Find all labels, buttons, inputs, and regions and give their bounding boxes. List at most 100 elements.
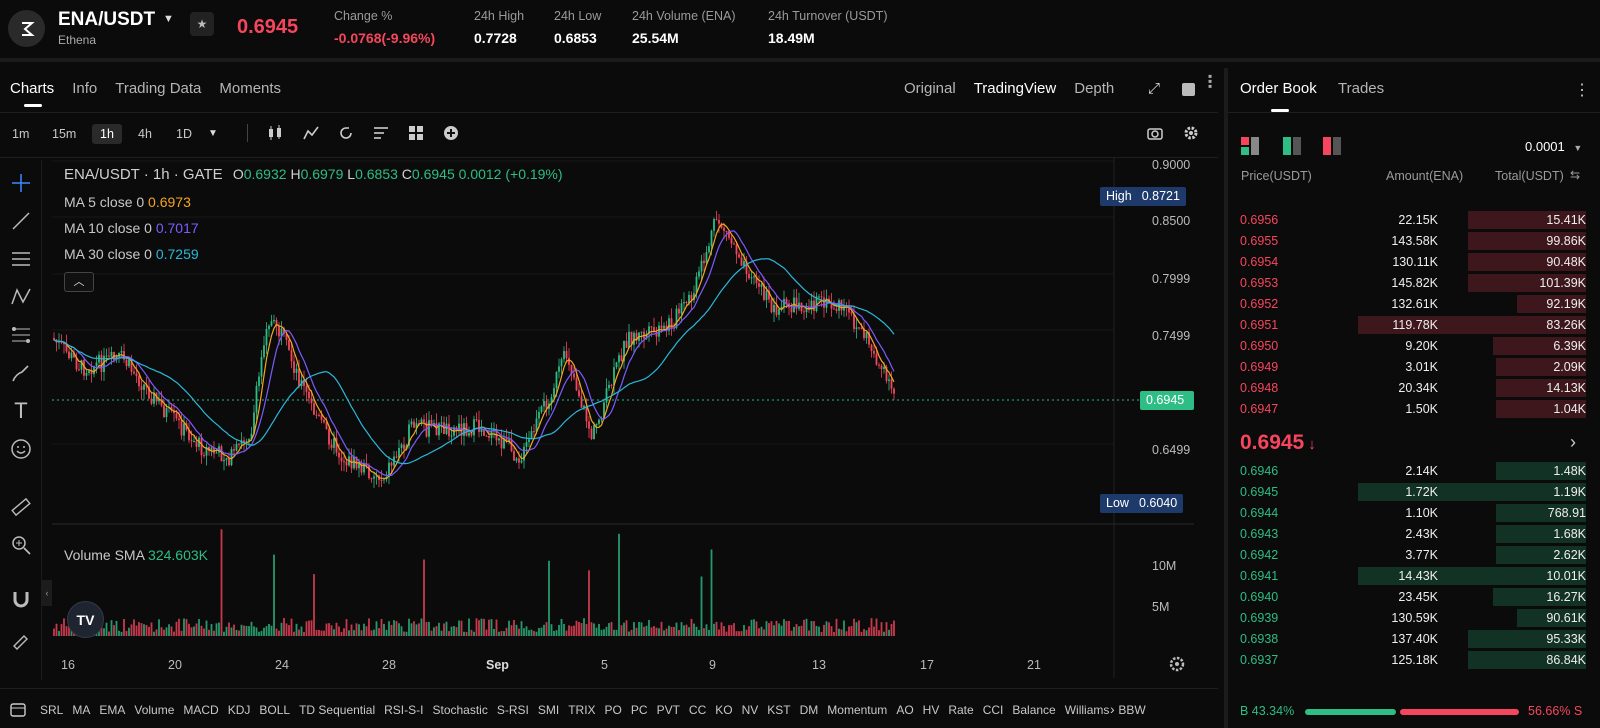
- horizontal-lines-icon[interactable]: [8, 246, 34, 272]
- tab-tradingview[interactable]: TradingView: [973, 80, 1057, 97]
- layout-grid-icon[interactable]: [406, 124, 426, 142]
- indicator-item[interactable]: PC: [630, 703, 648, 717]
- settings-gear-icon[interactable]: [1181, 124, 1201, 142]
- bid-row[interactable]: 0.6946 2.14K 1.48K: [1240, 461, 1586, 481]
- indicators-icon[interactable]: [301, 124, 321, 142]
- camera-icon[interactable]: [1145, 124, 1165, 142]
- panel-menu-icon[interactable]: ▪ ▪ ▪: [1208, 69, 1213, 93]
- ask-row[interactable]: 0.6950 9.20K 6.39K: [1240, 336, 1586, 356]
- ask-row[interactable]: 0.6954 130.11K 90.48K: [1240, 252, 1586, 272]
- magnet-icon[interactable]: [8, 586, 34, 612]
- bid-row[interactable]: 0.6941 14.43K 10.01K: [1240, 566, 1586, 586]
- tab-trading-data[interactable]: Trading Data: [115, 80, 202, 97]
- ask-row[interactable]: 0.6953 145.82K 101.39K: [1240, 273, 1586, 293]
- chevron-right-icon[interactable]: ›: [1570, 432, 1576, 452]
- tf-1m[interactable]: 1m: [12, 127, 30, 141]
- tf-4h[interactable]: 4h: [138, 127, 152, 141]
- indicator-scroll-right-icon[interactable]: ›: [1110, 701, 1115, 717]
- indicator-item[interactable]: PVT: [656, 703, 680, 717]
- lock-drawing-icon[interactable]: [8, 626, 34, 652]
- indicator-item[interactable]: HV: [922, 703, 940, 717]
- indicator-item[interactable]: Williams: [1064, 703, 1110, 717]
- pair-dropdown-icon[interactable]: ▼: [163, 13, 174, 25]
- indicator-item[interactable]: S-RSI: [496, 703, 529, 717]
- bid-row[interactable]: 0.6939 130.59K 90.61K: [1240, 608, 1586, 628]
- crosshair-icon[interactable]: [8, 170, 34, 196]
- tab-charts[interactable]: Charts: [10, 80, 55, 107]
- replay-icon[interactable]: [336, 124, 356, 142]
- book-both-icon[interactable]: [1241, 137, 1259, 155]
- tab-depth[interactable]: Depth: [1074, 80, 1115, 97]
- ruler-icon[interactable]: [8, 494, 34, 520]
- indicator-item[interactable]: PO: [604, 703, 622, 717]
- add-icon[interactable]: [441, 124, 461, 142]
- candle-type-icon[interactable]: [265, 124, 285, 142]
- indicator-item[interactable]: RSI-S-I: [384, 703, 424, 717]
- bid-row[interactable]: 0.6944 1.10K 768.91: [1240, 503, 1586, 523]
- layout-square-icon[interactable]: [1182, 83, 1195, 96]
- indicator-item[interactable]: DM: [799, 703, 819, 717]
- tab-original[interactable]: Original: [904, 80, 956, 97]
- total-toggle-icon[interactable]: ⇆: [1570, 168, 1581, 182]
- ask-row[interactable]: 0.6948 20.34K 14.13K: [1240, 378, 1586, 398]
- more-menu-icon[interactable]: ⋮: [1574, 82, 1590, 99]
- book-asks-icon[interactable]: [1323, 137, 1341, 155]
- trend-line-icon[interactable]: [8, 208, 34, 234]
- tf-dropdown-icon[interactable]: ▼: [208, 128, 218, 139]
- legend-collapse-chevron-up-icon[interactable]: ︿: [64, 272, 94, 292]
- bid-row[interactable]: 0.6940 23.45K 16.27K: [1240, 587, 1586, 607]
- bid-row[interactable]: 0.6943 2.43K 1.68K: [1240, 524, 1586, 544]
- price-chart[interactable]: [52, 158, 1218, 688]
- book-bids-icon[interactable]: [1283, 137, 1301, 155]
- indicator-item[interactable]: Rate: [948, 703, 974, 717]
- indicator-item[interactable]: MACD: [183, 703, 219, 717]
- indicator-item[interactable]: CC: [688, 703, 707, 717]
- bid-row[interactable]: 0.6945 1.72K 1.19K: [1240, 482, 1586, 502]
- ask-row[interactable]: 0.6947 1.50K 1.04K: [1240, 399, 1586, 419]
- indicator-item[interactable]: AO: [896, 703, 914, 717]
- emoji-icon[interactable]: [8, 436, 34, 462]
- tab-trades[interactable]: Trades: [1338, 80, 1385, 97]
- bid-row[interactable]: 0.6937 125.18K 86.84K: [1240, 650, 1586, 670]
- expand-icon[interactable]: ⤢: [1148, 80, 1161, 97]
- indicator-item[interactable]: BBW: [1118, 703, 1146, 717]
- ask-row[interactable]: 0.6952 132.61K 92.19K: [1240, 294, 1586, 314]
- indicator-item[interactable]: Stochastic: [432, 703, 488, 717]
- indicator-item[interactable]: SRL: [40, 703, 64, 717]
- templates-icon[interactable]: [371, 124, 391, 142]
- bid-row[interactable]: 0.6938 137.40K 95.33K: [1240, 629, 1586, 649]
- indicator-item[interactable]: MA: [72, 703, 91, 717]
- ask-row[interactable]: 0.6955 143.58K 99.86K: [1240, 231, 1586, 251]
- ask-row[interactable]: 0.6949 3.01K 2.09K: [1240, 357, 1586, 377]
- pattern-icon[interactable]: [8, 284, 34, 310]
- indicator-item[interactable]: TRIX: [568, 703, 596, 717]
- zoom-in-icon[interactable]: [8, 532, 34, 558]
- indicator-item[interactable]: KDJ: [227, 703, 251, 717]
- indicator-item[interactable]: BOLL: [259, 703, 291, 717]
- indicator-item[interactable]: SMI: [537, 703, 560, 717]
- tf-15m[interactable]: 15m: [52, 127, 77, 141]
- favorite-star-icon[interactable]: ★: [190, 12, 214, 36]
- text-tool-icon[interactable]: T: [14, 398, 28, 423]
- tradingview-logo-icon[interactable]: TV: [67, 601, 104, 638]
- tab-order-book[interactable]: Order Book: [1240, 80, 1317, 97]
- fib-retracement-icon[interactable]: [8, 322, 34, 348]
- indicator-item[interactable]: Momentum: [827, 703, 888, 717]
- bid-row[interactable]: 0.6942 3.77K 2.62K: [1240, 545, 1586, 565]
- ask-row[interactable]: 0.6951 119.78K 83.26K: [1240, 315, 1586, 335]
- tab-info[interactable]: Info: [72, 80, 98, 97]
- collapse-toolbar-icon[interactable]: ‹: [42, 580, 52, 606]
- indicator-item[interactable]: KST: [767, 703, 791, 717]
- axis-settings-icon[interactable]: [1168, 655, 1188, 675]
- indicator-item[interactable]: Balance: [1012, 703, 1056, 717]
- calendar-icon[interactable]: [10, 701, 26, 717]
- indicator-item[interactable]: Volume: [134, 703, 175, 717]
- precision-select[interactable]: 0.0001 ▼: [1525, 139, 1582, 154]
- pair-symbol[interactable]: ENA/USDT: [58, 9, 156, 30]
- tab-moments[interactable]: Moments: [219, 80, 282, 97]
- tf-1d[interactable]: 1D: [176, 127, 192, 141]
- indicator-item[interactable]: CCI: [982, 703, 1004, 717]
- indicator-item[interactable]: EMA: [99, 703, 126, 717]
- indicator-item[interactable]: TD Sequential: [299, 703, 376, 717]
- indicator-item[interactable]: NV: [741, 703, 759, 717]
